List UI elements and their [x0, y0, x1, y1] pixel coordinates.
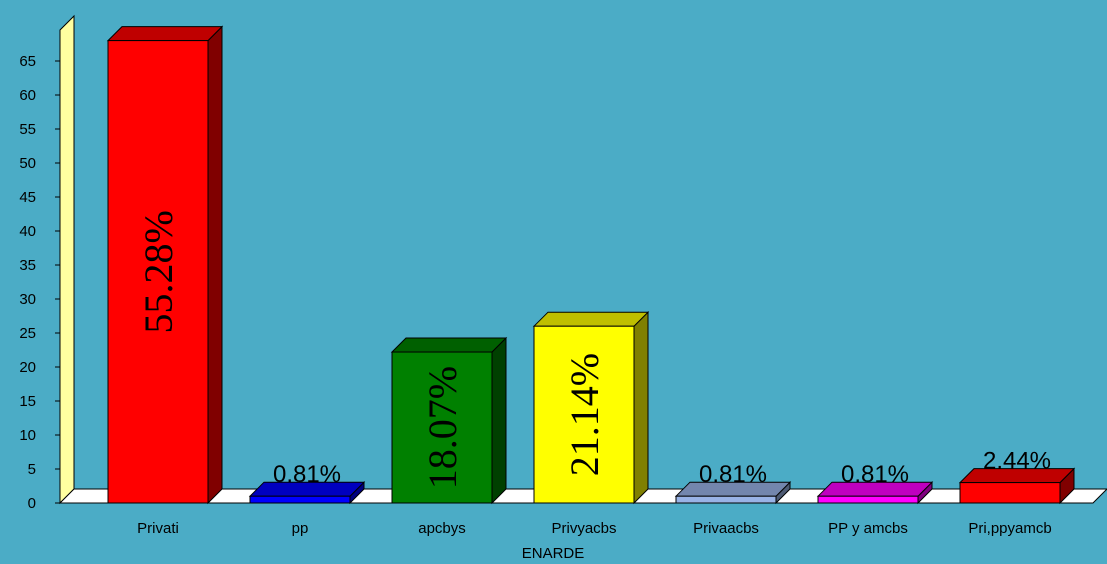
y-tick-label: 45	[19, 189, 36, 206]
x-tick-label: Pri,ppyamcb	[968, 520, 1051, 537]
back-wall	[59, 14, 75, 505]
bar-group	[248, 480, 366, 505]
y-tick-label: 55	[19, 121, 36, 138]
data-label: 0.81%	[273, 461, 341, 488]
y-tick-label: 10	[19, 427, 36, 444]
bars-layer	[106, 25, 1076, 505]
bar-group	[106, 25, 224, 505]
bar	[533, 325, 635, 504]
y-tick-label: 0	[28, 495, 36, 512]
data-label: 0.81%	[841, 461, 909, 488]
bar	[391, 351, 493, 504]
bar-top	[532, 311, 650, 327]
x-axis-title: ENARDE	[522, 545, 585, 562]
x-tick-label: PP y amcbs	[828, 520, 908, 537]
bar-side	[633, 310, 649, 505]
bar-group	[390, 336, 508, 505]
bar-side	[491, 336, 507, 505]
y-tick-label: 20	[19, 359, 36, 376]
x-tick-label: apcbys	[418, 520, 466, 537]
y-tick-label: 15	[19, 393, 36, 410]
bar-group	[816, 480, 934, 505]
data-label: 0.81%	[699, 461, 767, 488]
y-tick-label: 65	[19, 53, 36, 70]
bar-group	[674, 480, 792, 505]
y-tick-label: 30	[19, 291, 36, 308]
labels-layer: Privati 55.28% pp 0.81% apcbys 18.07% Privyacb…	[136, 210, 1052, 537]
bar	[249, 495, 351, 504]
data-label: 21.14%	[562, 353, 607, 476]
data-label: 18.07%	[420, 366, 465, 489]
y-tick-label: 60	[19, 87, 36, 104]
y-tick-label: 50	[19, 155, 36, 172]
bar-group	[532, 310, 650, 505]
y-tick-label: 5	[28, 461, 36, 478]
bar-side	[207, 25, 223, 505]
x-tick-label: Privyacbs	[551, 520, 616, 537]
bar-top	[390, 337, 508, 353]
x-tick-label: Privati	[137, 520, 179, 537]
bar-group	[958, 467, 1076, 505]
y-tick-label: 35	[19, 257, 36, 274]
data-label: 2.44%	[983, 448, 1051, 475]
y-tick-label: 25	[19, 325, 36, 342]
bar-top	[106, 26, 224, 42]
bar	[675, 495, 777, 504]
x-tick-label: Privaacbs	[693, 520, 759, 537]
bar	[959, 482, 1061, 504]
bar	[107, 40, 209, 504]
bar	[817, 495, 919, 504]
y-tick-label: 40	[19, 223, 36, 240]
data-label: 55.28%	[136, 210, 181, 333]
x-tick-label: pp	[292, 520, 309, 537]
